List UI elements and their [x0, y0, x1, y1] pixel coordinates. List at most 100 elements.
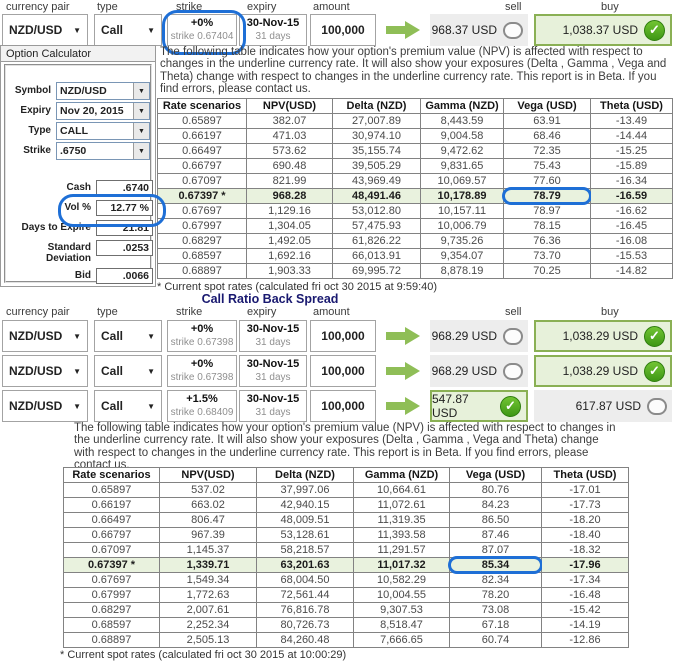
calc-dropdown-type[interactable]: CALL ▼ — [56, 122, 150, 140]
type-value: Call — [101, 23, 124, 37]
currency-pair-select[interactable]: NZD/USD ▼ — [2, 14, 88, 46]
spread-title: Call Ratio Back Spread — [201, 292, 339, 306]
table-cell: 68,004.50 — [256, 572, 354, 588]
calc-input-standard-deviation[interactable]: .0253 — [96, 240, 153, 256]
table-cell: 72.35 — [503, 143, 591, 159]
expiry-box[interactable]: 30-Nov-15 31 days — [239, 355, 307, 387]
calc-input-vol[interactable]: 12.77 % — [96, 200, 153, 216]
npv-description-text-2: The following table indicates how your o… — [74, 422, 616, 472]
sell-price: 968.29 USD — [431, 364, 497, 378]
strike-box[interactable]: +0% strike 0.67404 — [167, 14, 237, 46]
amount-input[interactable]: 100,000 — [310, 320, 376, 352]
check-icon[interactable]: ✓ — [644, 360, 665, 382]
sell-option[interactable]: 968.29 USD — [430, 320, 528, 352]
table-cell: 67.18 — [449, 617, 542, 633]
calc-value-type: CALL — [60, 125, 88, 137]
table-row: 0.66197 471.03 30,974.10 9,004.58 68.46 -14.4… — [157, 128, 673, 144]
chevron-down-icon[interactable]: ▼ — [133, 123, 149, 139]
table-cell: 42,940.15 — [256, 497, 354, 513]
table-cell: 11,319.35 — [353, 512, 450, 528]
type-value: Call — [101, 399, 124, 413]
table-cell: 0.66797 — [63, 527, 160, 543]
type-select[interactable]: Call ▼ — [94, 355, 162, 387]
table-cell: 0.67997 — [157, 218, 247, 234]
table-cell: -16.34 — [590, 173, 673, 189]
option-calculator-panel: Option Calculator Symbol NZD/USD ▼ Expiry No… — [0, 45, 156, 287]
check-icon[interactable]: ✓ — [644, 325, 665, 347]
table-cell: 63,201.63 — [256, 557, 354, 573]
table-cell: 8,518.47 — [353, 617, 450, 633]
check-icon[interactable]: ✓ — [644, 19, 665, 41]
table-cell: 8,443.59 — [420, 113, 504, 129]
table-cell: 10,069.57 — [420, 173, 504, 189]
table-row: 0.67097 821.99 43,969.49 10,069.57 77.60 -16.… — [157, 173, 673, 189]
table-cell: 84.23 — [449, 497, 542, 513]
chevron-down-icon[interactable]: ▼ — [133, 83, 149, 99]
chevron-down-icon[interactable]: ▼ — [133, 143, 149, 159]
chevron-down-icon: ▼ — [147, 25, 155, 35]
type-select[interactable]: Call ▼ — [94, 390, 162, 422]
strike-box[interactable]: +0% strike 0.67398 — [167, 320, 237, 352]
calc-dropdown-symbol[interactable]: NZD/USD ▼ — [56, 82, 150, 100]
sell-option[interactable]: 968.29 USD — [430, 355, 528, 387]
table-cell: -16.48 — [541, 587, 629, 603]
table-cell: 60.74 — [449, 632, 542, 648]
strike-box[interactable]: +0% strike 0.67398 — [167, 355, 237, 387]
table-cell: 1,339.71 — [159, 557, 257, 573]
type-select[interactable]: Call ▼ — [94, 320, 162, 352]
unchecked-toggle-icon[interactable] — [503, 362, 523, 380]
currency-pair-select[interactable]: NZD/USD ▼ — [2, 320, 88, 352]
table-cell: 1,903.33 — [246, 263, 333, 279]
table-cell: -15.25 — [590, 143, 673, 159]
expiry-box[interactable]: 30-Nov-15 31 days — [239, 14, 307, 46]
buy-option[interactable]: 1,038.29 USD ✓ — [534, 355, 672, 387]
sell-price: 547.87 USD — [432, 392, 469, 420]
strike-box[interactable]: +1.5% strike 0.68409 — [167, 390, 237, 422]
calc-input-cash[interactable]: .6740 — [96, 180, 153, 196]
chevron-down-icon[interactable]: ▼ — [133, 103, 149, 119]
table-cell: 1,549.34 — [159, 572, 257, 588]
calc-label-type: Type — [28, 125, 51, 136]
table-cell: -15.53 — [590, 248, 673, 264]
table-cell: 1,492.05 — [246, 233, 333, 249]
table-cell: 72,561.44 — [256, 587, 354, 603]
buy-option[interactable]: 1,038.29 USD ✓ — [534, 320, 672, 352]
chevron-down-icon: ▼ — [147, 331, 155, 341]
table-row: 0.67997 1,304.05 57,475.93 10,006.79 78.15 -1… — [157, 218, 673, 234]
sell-option[interactable]: 547.87 USD ✓ — [430, 390, 528, 422]
currency-pair-select[interactable]: NZD/USD ▼ — [2, 390, 88, 422]
table-cell: -18.40 — [541, 527, 629, 543]
table-row: 0.66197 663.02 42,940.15 11,072.61 84.23 -17.… — [63, 497, 629, 513]
buy-option[interactable]: 617.87 USD — [534, 390, 672, 422]
amount-input[interactable]: 100,000 — [310, 390, 376, 422]
buy-option[interactable]: 1,038.37 USD ✓ — [534, 14, 672, 46]
table-cell: 77.60 — [503, 173, 591, 189]
check-icon[interactable]: ✓ — [500, 395, 521, 417]
unchecked-toggle-icon[interactable] — [503, 327, 523, 345]
unchecked-toggle-icon[interactable] — [503, 21, 523, 39]
table-cell: 30,974.10 — [332, 128, 421, 144]
calc-input-bid[interactable]: .0066 — [96, 268, 153, 284]
table-cell: -16.59 — [590, 188, 673, 204]
table-cell: -14.82 — [590, 263, 673, 279]
expiry-box[interactable]: 30-Nov-15 31 days — [239, 390, 307, 422]
calc-input-days-to-expire[interactable]: 21.81 — [96, 220, 153, 236]
currency-pair-select[interactable]: NZD/USD ▼ — [2, 355, 88, 387]
table-cell: -15.89 — [590, 158, 673, 174]
expiry-box[interactable]: 30-Nov-15 31 days — [239, 320, 307, 352]
calc-dropdown-strike[interactable]: .6750 ▼ — [56, 142, 150, 160]
table-cell: 75.43 — [503, 158, 591, 174]
type-select[interactable]: Call ▼ — [94, 14, 162, 46]
table-row: 0.67997 1,772.63 72,561.44 10,004.55 78.20 -1… — [63, 587, 629, 603]
table-cell: 0.67697 — [157, 203, 247, 219]
amount-input[interactable]: 100,000 — [310, 355, 376, 387]
sell-option[interactable]: 968.37 USD — [430, 14, 528, 46]
table-row: 0.68597 2,252.34 80,726.73 8,518.47 67.18 -14… — [63, 617, 629, 633]
calc-dropdown-expiry[interactable]: Nov 20, 2015 ▼ — [56, 102, 150, 120]
amount-input[interactable]: 100,000 — [310, 14, 376, 46]
type-value: Call — [101, 364, 124, 378]
calc-field-vol: Vol % 12.77 % — [1, 199, 157, 217]
table-row: 0.65897 382.07 27,007.89 8,443.59 63.91 -13.4… — [157, 113, 673, 129]
table-cell: 78.20 — [449, 587, 542, 603]
unchecked-toggle-icon[interactable] — [647, 397, 667, 415]
